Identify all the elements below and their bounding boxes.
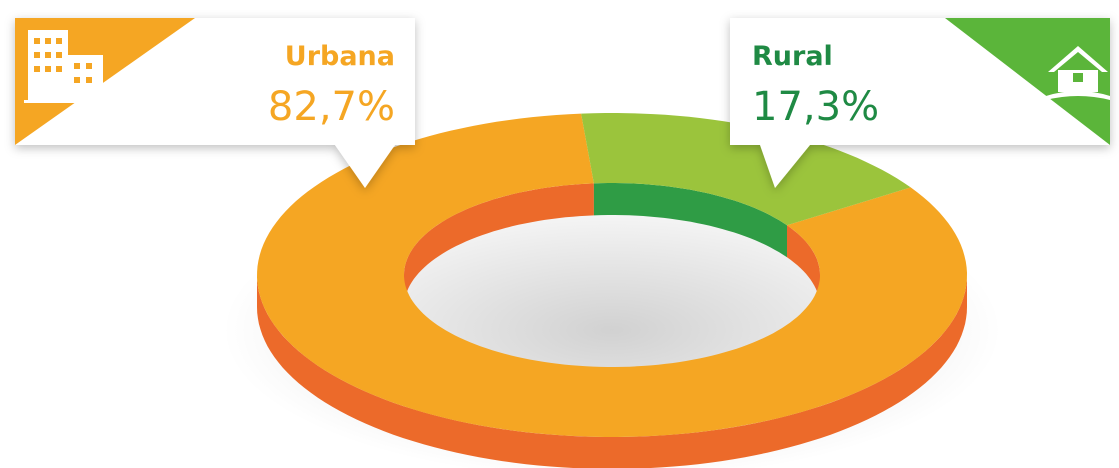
value-label: 82,7% xyxy=(268,84,395,130)
segment-inner-side xyxy=(404,183,594,307)
callout-tab xyxy=(945,18,1110,145)
category-label: Urbana xyxy=(285,41,395,72)
callouts: Urbana 82,7% Rural 17,3% xyxy=(15,18,1110,188)
segment xyxy=(257,113,967,437)
tops xyxy=(257,113,967,437)
segment-inner-side xyxy=(593,183,787,258)
building-windows xyxy=(34,38,92,83)
walls xyxy=(257,183,967,468)
value-label: 17,3% xyxy=(752,84,879,130)
donut xyxy=(257,113,967,468)
segment xyxy=(581,113,911,226)
segment-outer-side xyxy=(257,275,967,468)
segment-inner-side xyxy=(787,225,820,307)
house-window xyxy=(1073,73,1083,82)
category-label: Rural xyxy=(752,41,833,72)
